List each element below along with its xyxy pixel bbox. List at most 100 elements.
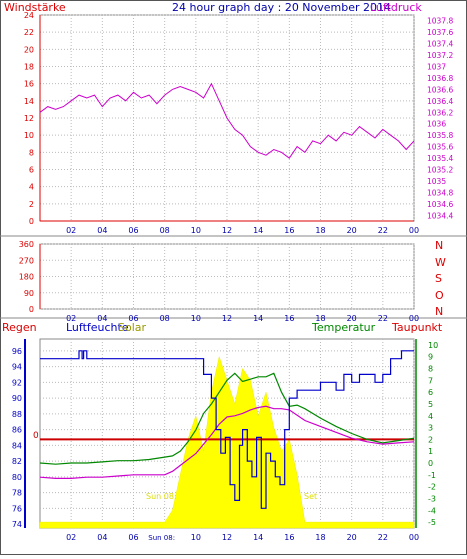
p3-temperature-tick-label: 5 [428,400,433,409]
p1-pressure-tick-label: 1036.4 [427,97,453,106]
p2-x-tick-label: 16 [284,314,294,323]
p1-pressure-tick-label: 1035.8 [427,131,453,140]
p1-pressure-tick-label: 1035 [427,177,446,186]
p3-temperature-tick-label: 3 [428,424,433,433]
p1-wind-tick-label: 6 [29,166,34,175]
p1-x-tick-label: 00 [409,226,419,235]
p3-humidity-tick-label: 88 [12,410,22,419]
p1-pressure-tick-label: 1036.8 [427,74,453,83]
p1-x-tick-label: 20 [347,226,357,235]
solar-legend-label: Solar [118,321,147,334]
p3-humidity-tick-label: 84 [12,441,22,450]
p2-x-tick-label: 10 [191,314,201,323]
chart-title: 24 hour graph day : 20 November 2014 [172,1,391,14]
p3-sunrise-axis-label: Sun 08: [148,534,175,542]
p2-x-tick-label: 02 [66,314,76,323]
panel-humidity-temperature: 02 04 06 10 12 14 16 18 20 22 00747678808284868890… [12,338,438,542]
dewpoint-axis-title: Taupunkt [391,321,443,334]
p3-temperature-tick-label: 4 [428,412,433,421]
p1-wind-tick-label: 20 [24,45,34,54]
p3-humidity-tick-label: 96 [12,347,22,356]
p3-humidity-tick-label: 76 [12,504,22,513]
p2-x-tick-label: 22 [378,314,388,323]
p1-wind-tick-label: 16 [24,80,34,89]
rain-axis-title: Regen [2,321,37,334]
p3-humidity-tick-label: 90 [12,394,22,403]
p3-x-tick-label: 10 [191,533,201,542]
p3-x-tick-label: 16 [284,533,294,542]
dir-letter-n-top: N [435,239,443,252]
p1-pressure-tick-label: 1036.2 [427,108,453,117]
p3-humidity-tick-label: 74 [12,520,22,529]
p1-wind-tick-label: 4 [29,183,34,192]
p2-x-tick-label: 14 [253,314,263,323]
p3-humidity-tick-label: 78 [12,489,22,498]
p1-pressure-tick-label: 1035.2 [427,166,453,175]
p3-temperature-tick-label: -5 [428,518,436,527]
p3-series-temperature [39,372,415,465]
p1-pressure-tick-label: 1037.4 [427,40,453,49]
p1-x-tick-label: 10 [191,226,201,235]
p1-x-tick-label: 14 [253,226,263,235]
p1-wind-tick-label: 14 [24,97,34,106]
p1-series-luftdruck [39,82,415,159]
p3-series-solar [39,355,415,529]
p1-x-tick-label: 08 [160,226,170,235]
p1-wind-tick-label: 10 [24,131,34,140]
p2-direction-tick-label: 270 [19,256,34,265]
p3-humidity-tick-label: 80 [12,473,22,482]
p2-x-tick-label: 04 [97,314,107,323]
p3-temperature-tick-label: -3 [428,494,436,503]
p2-direction-tick-label: 0 [29,305,34,314]
sunrise-label: Sun 08: [146,492,177,501]
p1-x-tick-label: 06 [128,226,138,235]
p1-x-tick-label: 12 [222,226,232,235]
p1-pressure-tick-label: 1034.8 [427,188,453,197]
p3-temperature-tick-label: 2 [428,435,433,444]
p1-pressure-tick-label: 1037.2 [427,51,453,60]
p1-pressure-tick-label: 1035.6 [427,143,453,152]
p3-temperature-tick-label: 6 [428,388,433,397]
p1-pressure-tick-label: 1037 [427,63,446,72]
p1-pressure-tick-label: 1036 [427,120,446,129]
p1-x-tick-label: 04 [97,226,107,235]
p3-x-tick-label: 12 [222,533,232,542]
p3-x-tick-label: 04 [97,533,107,542]
p3-x-tick-label: 22 [378,533,388,542]
p1-x-tick-label: 02 [66,226,76,235]
pressure-axis-title: Luftdruck [370,1,422,14]
p1-pressure-tick-label: 1036.6 [427,85,453,94]
p3-temperature-tick-label: -4 [428,506,436,515]
p3-temperature-tick-label: -1 [428,471,436,480]
p1-wind-tick-label: 8 [29,148,34,157]
p3-x-tick-label: 06 [128,533,138,542]
dir-letter-s: S [435,272,442,285]
p1-wind-tick-label: 12 [24,114,34,123]
p1-pressure-tick-label: 1037.8 [427,17,453,26]
p3-x-tick-label: 00 [409,533,419,542]
p1-wind-tick-label: 18 [24,63,34,72]
p1-pressure-tick-label: 1037.6 [427,28,453,37]
p1-pressure-tick-label: 1034.4 [427,211,453,220]
p3-series-dewpoint [39,405,415,479]
p2-x-tick-label: 20 [347,314,357,323]
p1-pressure-tick-label: 1035.4 [427,154,453,163]
p2-x-tick-label: 18 [315,314,325,323]
p3-humidity-tick-label: 92 [12,378,22,387]
p3-temperature-tick-label: -2 [428,483,436,492]
p1-x-tick-label: 22 [378,226,388,235]
p1-wind-tick-label: 24 [24,11,34,20]
humidity-axis-title: Luftfeuchte [66,321,129,334]
temperature-axis-title: Temperatur [311,321,376,334]
dir-letter-w: W [435,256,446,269]
p3-temperature-tick-label: 0 [428,459,433,468]
p1-pressure-tick-label: 1034.6 [427,200,453,209]
p3-humidity-tick-label: 86 [12,426,22,435]
sunset-label: Set [304,492,317,501]
panel-wind-pressure: 02 04 06 08 10 12 14 16 18 20 22 000246810121416182… [24,11,454,235]
rain-zero-label: 0 [33,431,39,441]
p3-temperature-tick-label: 1 [428,447,433,456]
p3-x-tick-label: 20 [347,533,357,542]
